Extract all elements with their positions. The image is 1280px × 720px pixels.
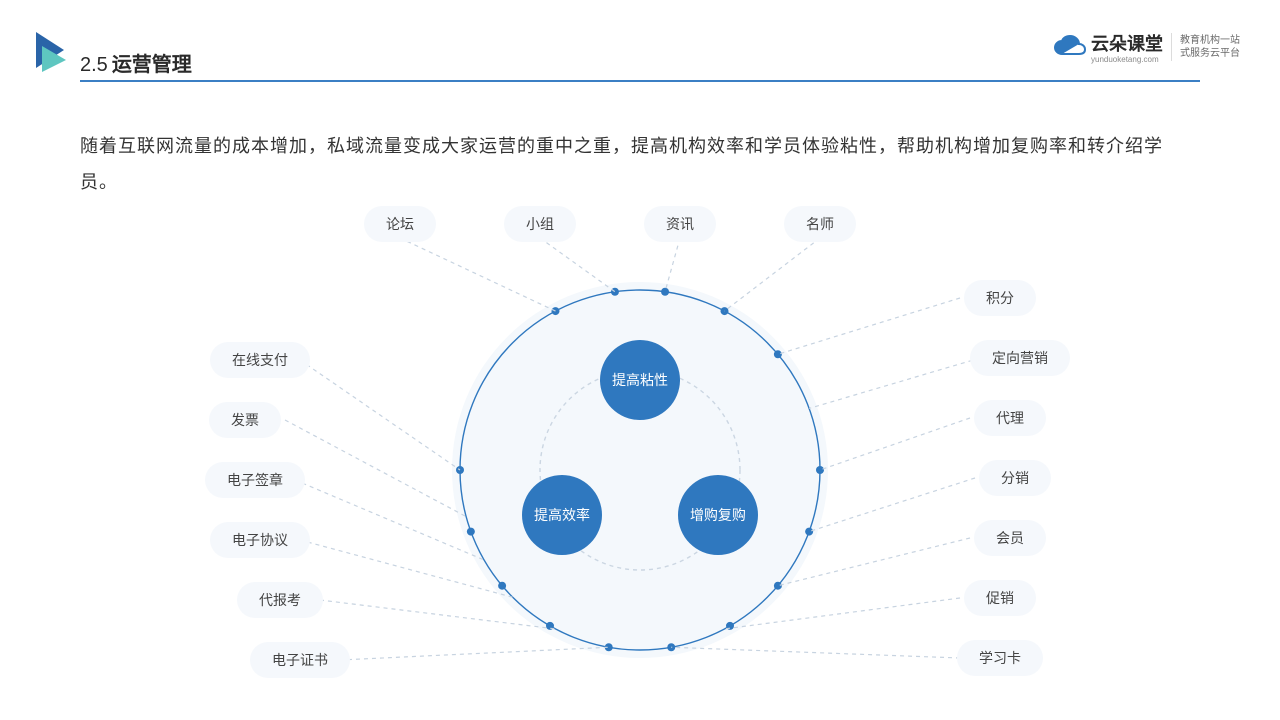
outer-node-right: 会员 bbox=[974, 520, 1046, 556]
outer-node-right: 定向营销 bbox=[970, 340, 1070, 376]
outer-node-top: 资讯 bbox=[644, 206, 716, 242]
core-node: 提高粘性 bbox=[600, 340, 680, 420]
outer-node-right: 分销 bbox=[979, 460, 1051, 496]
outer-node-left: 代报考 bbox=[237, 582, 323, 618]
outer-node-left: 电子签章 bbox=[205, 462, 305, 498]
outer-node-right: 代理 bbox=[974, 400, 1046, 436]
outer-node-left: 在线支付 bbox=[210, 342, 310, 378]
outer-node-left: 电子协议 bbox=[210, 522, 310, 558]
core-node: 增购复购 bbox=[678, 475, 758, 555]
outer-node-top: 小组 bbox=[504, 206, 576, 242]
outer-node-right: 促销 bbox=[964, 580, 1036, 616]
outer-node-left: 电子证书 bbox=[250, 642, 350, 678]
core-node: 提高效率 bbox=[522, 475, 602, 555]
outer-node-right: 积分 bbox=[964, 280, 1036, 316]
operations-radial-diagram: 论坛 小组 资讯 名师在线支付发票电子签章电子协议代报考电子证书 积分定向营销代理分销会… bbox=[0, 0, 1280, 720]
outer-node-left: 发票 bbox=[209, 402, 281, 438]
outer-node-top: 名师 bbox=[784, 206, 856, 242]
outer-node-right: 学习卡 bbox=[957, 640, 1043, 676]
outer-node-top: 论坛 bbox=[364, 206, 436, 242]
